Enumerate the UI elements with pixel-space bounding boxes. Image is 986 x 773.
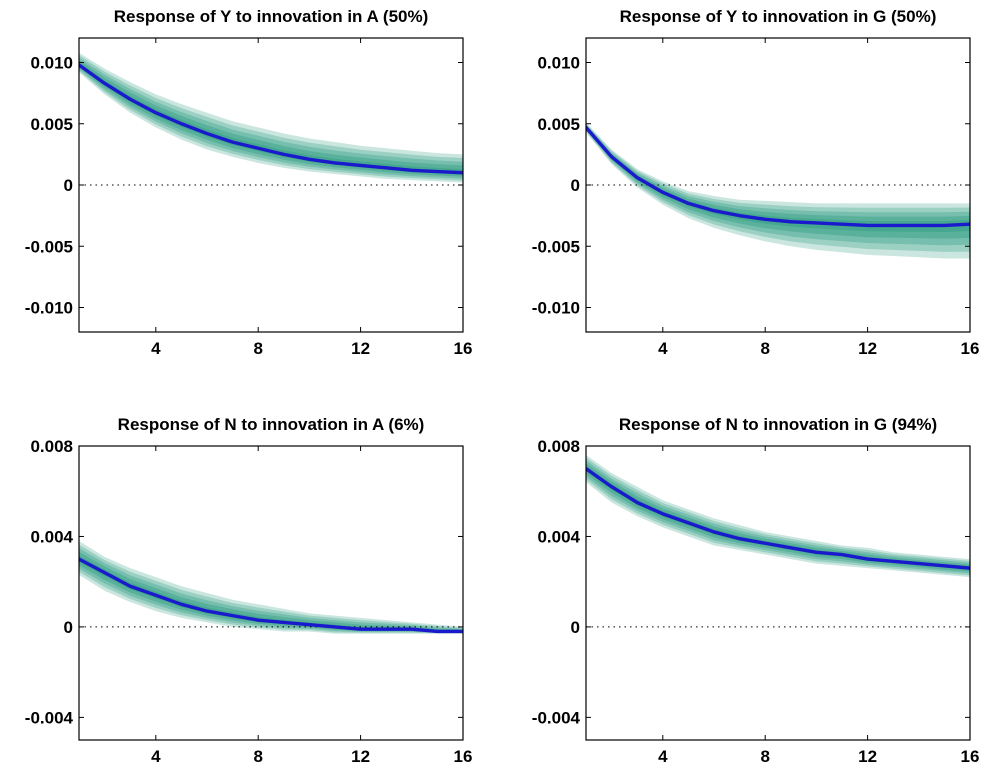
y-tick-label: 0.008 (537, 437, 580, 456)
confidence-bands (586, 122, 970, 259)
x-tick-label: 8 (253, 747, 262, 766)
panel-title: Response of Y to innovation in G (50%) (620, 7, 937, 26)
x-tick-label: 16 (961, 339, 980, 358)
confidence-band (586, 125, 970, 239)
x-tick-label: 12 (351, 339, 370, 358)
confidence-band (79, 57, 463, 179)
x-tick-label: 16 (454, 747, 473, 766)
confidence-band (79, 60, 463, 177)
confidence-bands (586, 455, 970, 578)
confidence-band (586, 463, 970, 572)
confidence-band (586, 123, 970, 252)
axis-frame (585, 445, 971, 741)
axis-frame (78, 445, 464, 741)
panel-y-to-g: Response of Y to innovation in G (50%) 0… (532, 7, 980, 358)
panel-title: Response of N to innovation in A (6%) (118, 415, 425, 434)
confidence-band (586, 126, 970, 233)
panel-n-to-g: Response of N to innovation in G (94%) 0… (532, 415, 980, 766)
confidence-band (79, 52, 463, 183)
panel-title: Response of N to innovation in G (94%) (619, 415, 937, 434)
x-tick-label: 8 (760, 747, 769, 766)
y-tick-label: 0.005 (537, 115, 580, 134)
confidence-band (79, 55, 463, 181)
y-tick-label: 0 (64, 176, 73, 195)
panel-y-to-a: Response of Y to innovation in A (50%) 0… (25, 7, 473, 358)
median-response-line (586, 466, 970, 570)
confidence-band (79, 544, 463, 634)
y-tick-label: 0 (571, 618, 580, 637)
x-tick-label: 4 (151, 747, 161, 766)
x-tick-label: 8 (760, 339, 769, 358)
panel-title: Response of Y to innovation in A (50%) (114, 7, 429, 26)
plot-area: 0.008 0.004 0 -0.004 4 8 12 16 (25, 437, 473, 766)
x-tick-label: 4 (658, 339, 668, 358)
y-tick-label: -0.010 (532, 299, 580, 318)
y-tick-label: 0.005 (30, 115, 73, 134)
confidence-band (586, 124, 970, 246)
y-tick-label: 0.010 (30, 54, 73, 73)
y-tick-label: -0.005 (532, 237, 580, 256)
plot-area: 0.008 0.004 0 -0.004 4 8 12 16 (532, 437, 980, 766)
y-tick-label: 0.004 (537, 527, 580, 546)
y-tick-label: 0.004 (30, 527, 73, 546)
x-tick-label: 16 (961, 747, 980, 766)
y-tick-label: -0.004 (25, 708, 74, 727)
panel-n-to-a: Response of N to innovation in A (6%) 0.… (25, 415, 473, 766)
plot-area: 0.010 0.005 0 -0.005 -0.010 4 8 12 16 (25, 37, 473, 358)
x-tick-label: 12 (351, 747, 370, 766)
x-tick-label: 4 (151, 339, 161, 358)
y-tick-label: 0.008 (30, 437, 73, 456)
plot-area: 0.010 0.005 0 -0.005 -0.010 4 8 12 16 (532, 37, 980, 358)
y-tick-label: -0.005 (25, 237, 73, 256)
x-tick-label: 16 (454, 339, 473, 358)
confidence-band (79, 540, 463, 634)
x-tick-label: 12 (858, 339, 877, 358)
median-response-line (586, 125, 970, 228)
y-tick-label: 0 (64, 618, 73, 637)
y-tick-label: 0 (571, 176, 580, 195)
median-response-line (79, 557, 463, 634)
x-tick-label: 12 (858, 747, 877, 766)
axis-frame (78, 37, 464, 333)
y-tick-label: -0.004 (532, 708, 581, 727)
y-tick-label: -0.010 (25, 299, 73, 318)
x-tick-label: 8 (253, 339, 262, 358)
x-tick-label: 4 (658, 747, 668, 766)
y-tick-label: 0.010 (537, 54, 580, 73)
confidence-bands (79, 52, 463, 183)
confidence-band (79, 551, 463, 633)
median-response-line (79, 63, 463, 175)
confidence-band (79, 548, 463, 633)
confidence-band (586, 460, 970, 574)
